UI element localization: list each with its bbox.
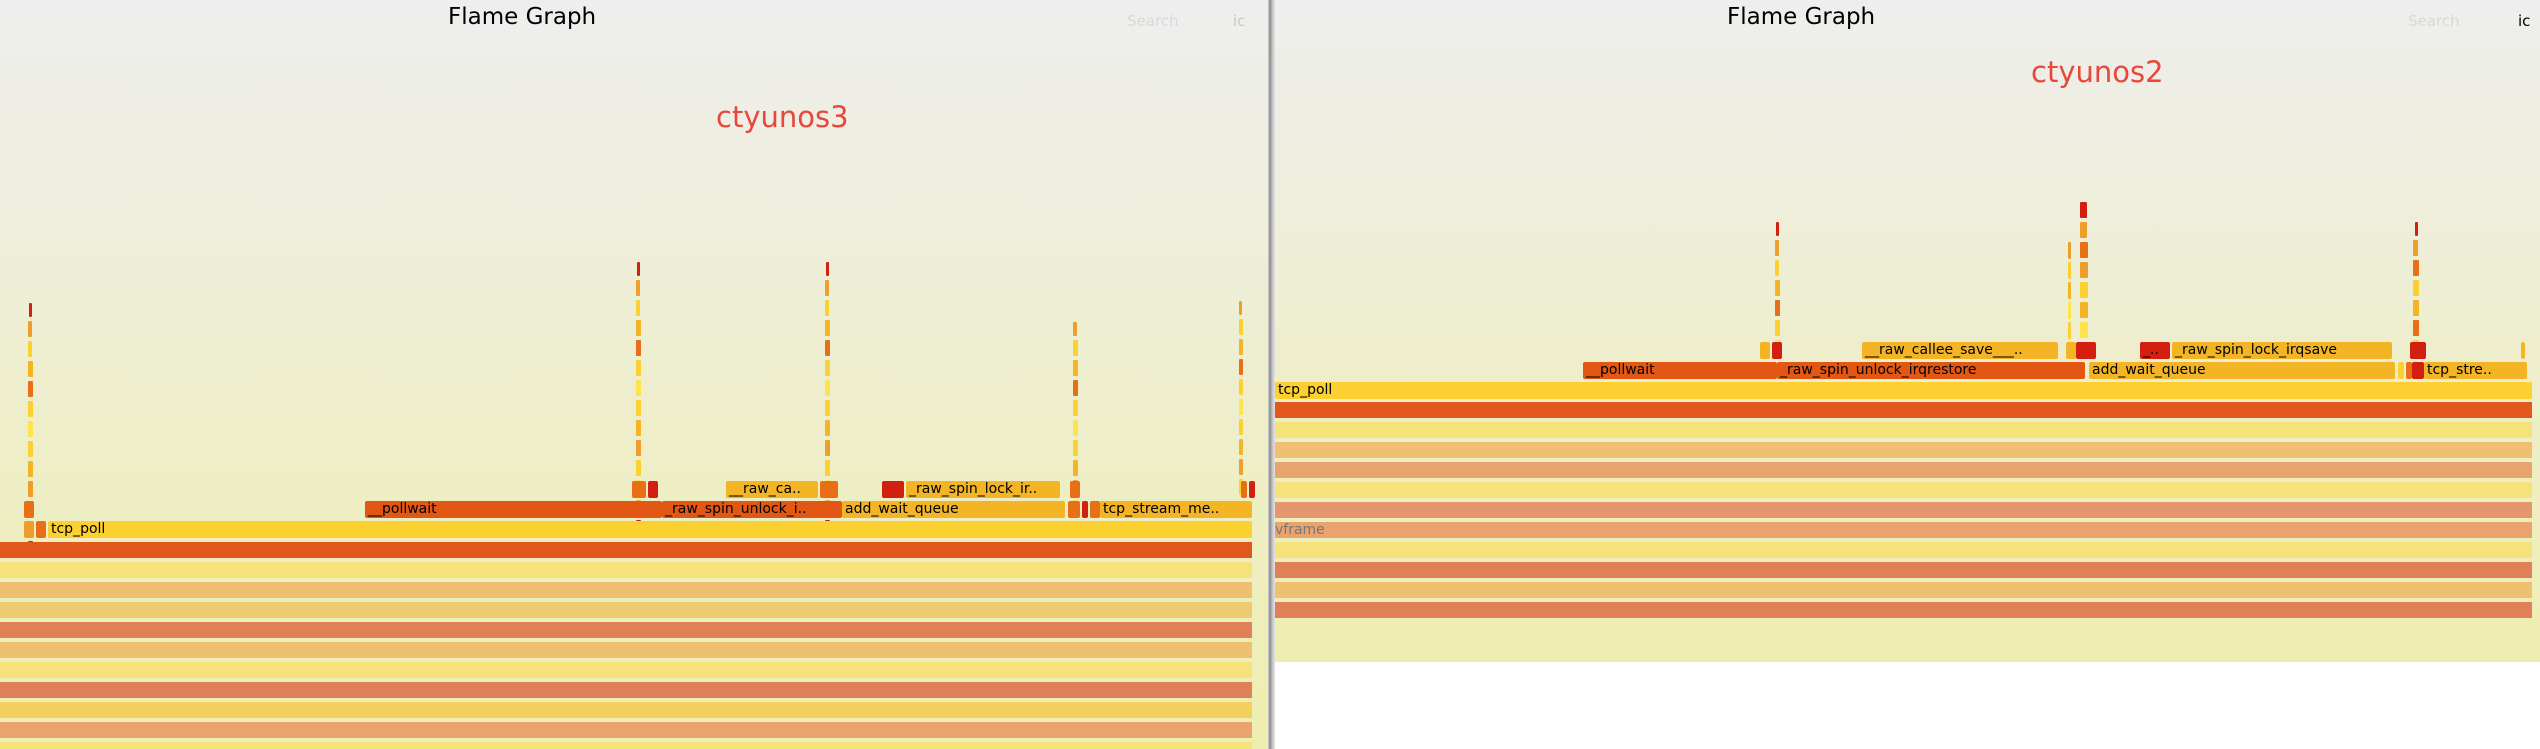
flame-frame-collapsed[interactable] (1275, 402, 2532, 418)
flame-frame[interactable]: __pollwait (365, 501, 662, 518)
flame-frame-collapsed[interactable] (0, 702, 1252, 718)
flame-frame[interactable] (648, 481, 658, 498)
flame-frame-collapsed[interactable] (0, 562, 1252, 578)
flame-frame[interactable] (1082, 501, 1088, 518)
flame-frame-collapsed[interactable] (0, 642, 1252, 658)
search-button[interactable]: Search (2408, 12, 2460, 30)
flame-frame-collapsed[interactable] (1275, 422, 2532, 438)
flame-frame[interactable] (820, 481, 838, 498)
flame-frame[interactable] (2076, 342, 2096, 359)
search-button[interactable]: Search (1127, 12, 1179, 30)
flame-frame[interactable] (1760, 342, 1770, 359)
flame-frame[interactable] (1249, 481, 1255, 498)
flame-frame[interactable] (632, 481, 646, 498)
flame-stack[interactable] (636, 262, 641, 540)
flame-frame[interactable]: _raw_spin_unlock_irqrestore (1777, 362, 2085, 379)
flame-stack[interactable] (1775, 222, 1780, 360)
flame-frame[interactable] (2398, 362, 2404, 379)
panel-divider (1268, 0, 1275, 749)
flame-stack[interactable] (825, 262, 830, 540)
flame-frame-collapsed[interactable] (1275, 542, 2532, 558)
flame-frame[interactable] (2068, 242, 2071, 259)
host-label: ctyunos2 (2031, 55, 2164, 89)
flame-frame[interactable]: tcp_stream_me.. (1100, 501, 1252, 518)
flame-frame[interactable] (1241, 481, 1247, 498)
flame-frame[interactable]: add_wait_queue (842, 501, 1065, 518)
flame-frame-collapsed[interactable] (0, 682, 1252, 698)
flame-frame[interactable] (2521, 342, 2525, 359)
flame-frame[interactable] (2406, 362, 2412, 379)
flame-frame[interactable] (1090, 501, 1100, 518)
flame-frame[interactable] (1068, 501, 1080, 518)
flame-frame[interactable]: add_wait_queue (2089, 362, 2395, 379)
flame-frame-collapsed[interactable] (1275, 462, 2532, 478)
flame-frame[interactable] (1772, 342, 1782, 359)
flame-frame[interactable]: __pollwait (1583, 362, 1777, 379)
flame-frame-collapsed[interactable] (1275, 482, 2532, 498)
flame-frame[interactable] (2410, 342, 2426, 359)
flame-frame[interactable]: __raw_callee_save___.. (1862, 342, 2058, 359)
host-label: ctyunos3 (716, 100, 849, 134)
flame-frame[interactable] (1070, 481, 1080, 498)
flame-frame[interactable]: tcp_poll (48, 521, 1252, 538)
flame-frame[interactable]: _raw_spin_unlock_i.. (662, 501, 842, 518)
flame-frame[interactable]: tcp_stre.. (2424, 362, 2527, 379)
flame-frame[interactable] (2068, 262, 2071, 279)
flame-frame-collapsed[interactable] (0, 582, 1252, 598)
ghost-frame-label: vframe (1275, 522, 1325, 538)
ignore-case-toggle[interactable]: ic (2518, 12, 2531, 30)
flame-frame[interactable] (2412, 362, 2424, 379)
flame-stack[interactable] (2080, 202, 2088, 362)
flame-frame[interactable]: __raw_ca.. (726, 481, 818, 498)
flame-frame[interactable] (882, 481, 904, 498)
flame-frame[interactable] (2068, 322, 2071, 339)
flame-frame-collapsed[interactable] (0, 722, 1252, 738)
flame-frame-collapsed[interactable] (0, 602, 1252, 618)
flame-frame[interactable] (24, 501, 34, 518)
panel-title: Flame Graph (1727, 4, 1876, 30)
ignore-case-toggle[interactable]: ic (1233, 12, 1246, 30)
flame-frame-collapsed[interactable] (1275, 442, 2532, 458)
flame-frame-collapsed[interactable] (1275, 602, 2532, 618)
flame-frame-collapsed[interactable] (1275, 502, 2532, 518)
flame-frame-collapsed[interactable] (1275, 582, 2532, 598)
flame-frame[interactable] (2068, 282, 2071, 299)
flame-frame[interactable] (2066, 342, 2076, 359)
flame-frame[interactable]: _raw_spin_lock_irqsave (2172, 342, 2392, 359)
flame-graph-panel-ctyunos3: Flame Graph Search ic ctyunos3 __raw_ca.… (0, 0, 1268, 749)
flame-graph-panel-ctyunos2: Flame Graph Search ic ctyunos2 __raw_cal… (1275, 0, 2540, 662)
flame-frame[interactable]: _.. (2140, 342, 2170, 359)
panel-title: Flame Graph (448, 4, 597, 30)
flame-frame-collapsed[interactable] (1275, 522, 2532, 538)
flame-frame-collapsed[interactable] (0, 542, 1252, 558)
flame-frame[interactable] (36, 521, 46, 538)
flame-frame[interactable] (24, 521, 34, 538)
flame-frame-collapsed[interactable] (0, 662, 1252, 678)
flame-frame-collapsed[interactable] (0, 622, 1252, 638)
flame-frame-collapsed[interactable] (0, 742, 1252, 749)
flame-frame[interactable] (2068, 302, 2071, 319)
flame-stack[interactable] (2413, 222, 2419, 360)
flame-frame[interactable]: _raw_spin_lock_ir.. (906, 481, 1060, 498)
flame-frame-collapsed[interactable] (1275, 562, 2532, 578)
flame-stack[interactable] (1239, 301, 1244, 499)
flame-frame[interactable]: tcp_poll (1275, 382, 2532, 399)
